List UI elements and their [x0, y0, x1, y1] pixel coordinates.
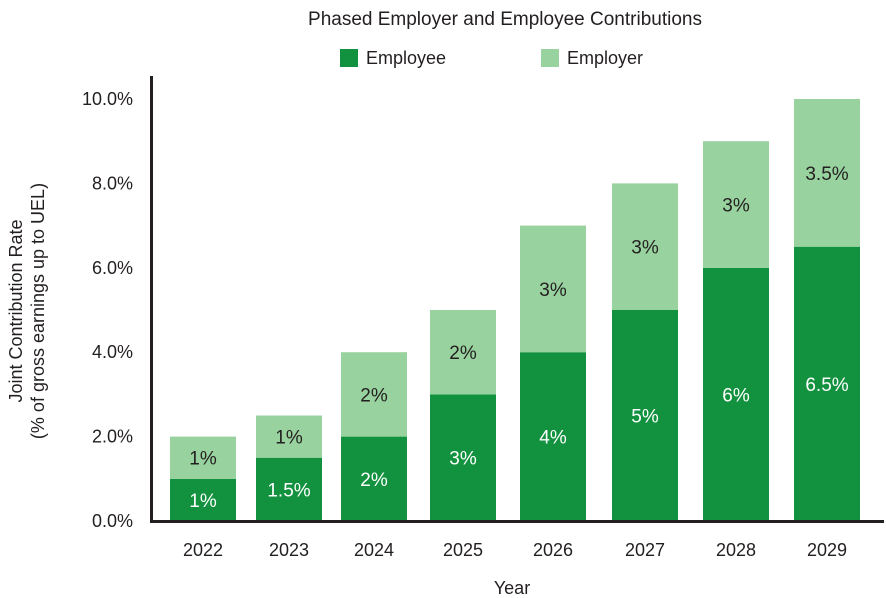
x-tick-label: 2022	[183, 540, 223, 560]
data-label-employee-2027: 5%	[631, 407, 659, 428]
bars: 1% 1% 1.5% 1% 2% 2% 3% 2% 4% 3% 5% 3% 6% 3% 6.5% 3.5%	[170, 99, 860, 521]
data-label-employer-2025: 2%	[449, 343, 477, 364]
data-label-employer-2029: 3.5%	[805, 164, 848, 185]
bar-employer-2024	[341, 352, 407, 437]
bar-employee-2028	[703, 267, 769, 521]
bar-employee-2022	[170, 478, 236, 521]
data-label-employer-2022: 1%	[189, 449, 217, 470]
x-tick-label: 2027	[625, 540, 665, 560]
x-axis-ticks: 2022 2023 2024 2025 2026 2027 2028 2029	[183, 540, 847, 560]
x-tick-label: 2025	[443, 540, 483, 560]
y-axis-ticks: 0.0% 2.0% 4.0% 6.0% 8.0% 10.0%	[82, 89, 133, 531]
y-axis-title-line-1: Joint Contribution Rate	[6, 219, 26, 402]
y-tick-label: 8.0%	[92, 173, 133, 193]
x-tick-label: 2029	[807, 540, 847, 560]
legend-swatch-employer	[541, 49, 559, 67]
chart-title: Phased Employer and Employee Contributio…	[308, 9, 702, 30]
data-label-employee-2023: 1.5%	[267, 480, 310, 501]
bar-employer-2027	[612, 183, 678, 310]
bar-employer-2028	[703, 141, 769, 268]
bar-employee-2023	[256, 457, 322, 521]
data-label-employer-2024: 2%	[360, 385, 388, 406]
y-tick-label: 2.0%	[92, 427, 133, 447]
x-tick-label: 2026	[533, 540, 573, 560]
legend-swatch-employee	[340, 49, 358, 67]
data-label-employee-2028: 6%	[722, 385, 750, 406]
bar-employee-2025	[430, 394, 496, 521]
x-tick-label: 2024	[354, 540, 394, 560]
bar-employer-2025	[430, 310, 496, 395]
bar-employer-2022	[170, 436, 236, 479]
y-tick-label: 0.0%	[92, 511, 133, 531]
x-tick-label: 2028	[716, 540, 756, 560]
bar-employer-2026	[520, 225, 586, 353]
y-tick-label: 4.0%	[92, 342, 133, 362]
data-label-employer-2027: 3%	[631, 238, 659, 259]
legend-label-employee: Employee	[366, 48, 446, 68]
legend: Employee Employer	[340, 48, 643, 68]
x-tick-label: 2023	[269, 540, 309, 560]
y-tick-label: 6.0%	[92, 258, 133, 278]
bar-employer-2029	[794, 99, 860, 247]
bar-employee-2026	[520, 352, 586, 521]
data-label-employer-2023: 1%	[275, 428, 303, 449]
data-label-employer-2026: 3%	[539, 280, 567, 301]
bar-employee-2027	[612, 310, 678, 521]
y-axis-title-line-2: (% of gross earnings up to UEL)	[28, 183, 48, 439]
data-label-employee-2022: 1%	[189, 491, 217, 512]
data-label-employee-2025: 3%	[449, 449, 477, 470]
data-label-employee-2026: 4%	[539, 428, 567, 449]
bar-employee-2024	[341, 436, 407, 521]
y-tick-label: 10.0%	[82, 89, 133, 109]
bar-employer-2023	[256, 415, 322, 458]
data-label-employee-2029: 6.5%	[805, 375, 848, 396]
y-axis-title: Joint Contribution Rate (% of gross earn…	[6, 183, 48, 439]
x-axis-title: Year	[494, 578, 530, 598]
data-label-employee-2024: 2%	[360, 470, 388, 491]
data-label-employer-2028: 3%	[722, 196, 750, 217]
bar-employee-2029	[794, 246, 860, 521]
legend-label-employer: Employer	[567, 48, 643, 68]
